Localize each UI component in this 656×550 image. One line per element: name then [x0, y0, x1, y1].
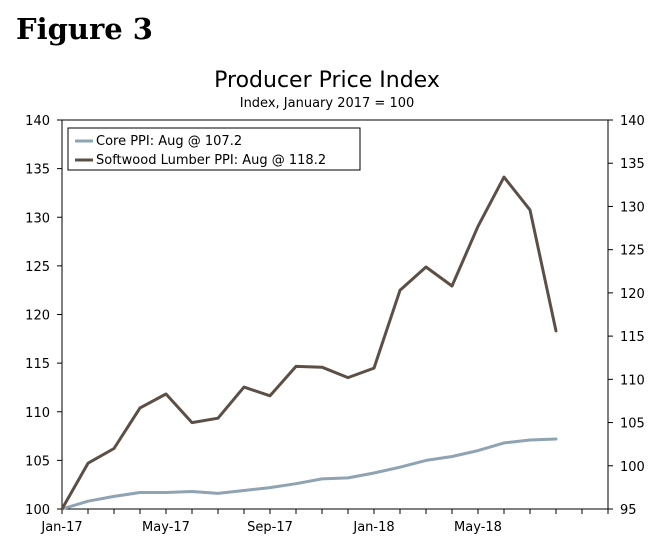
- plot-frame: [61, 119, 609, 510]
- left-tick-label: 130: [25, 211, 50, 226]
- core-ppi-line: [60, 437, 558, 511]
- left-tick-label: 115: [25, 357, 50, 372]
- right-tick-label: 105: [620, 417, 645, 432]
- right-tick-label: 140: [620, 114, 645, 129]
- x-tick-label: May-18: [454, 520, 502, 535]
- x-axis: Jan-17 May-17 Sep-17 Jan-18 May-18: [40, 509, 609, 535]
- left-axis: 100 105 110 115 120 125 130 135 140: [25, 114, 62, 518]
- figure-label: Figure 3: [16, 12, 153, 46]
- right-tick-label: 130: [620, 200, 645, 215]
- left-tick-label: 135: [25, 163, 50, 178]
- left-tick-label: 140: [25, 114, 50, 129]
- legend-box: [67, 127, 361, 171]
- legend: Core PPI: Aug @ 107.2 Softwood Lumber PP…: [67, 127, 361, 171]
- legend-label-core-ppi: Core PPI: Aug @ 107.2: [96, 134, 242, 149]
- legend-label-softwood-lumber-ppi: Softwood Lumber PPI: Aug @ 118.2: [96, 153, 326, 168]
- chart-subtitle: Index, January 2017 = 100: [240, 96, 415, 111]
- series-lines: [60, 175, 558, 511]
- left-tick-label: 120: [25, 309, 50, 324]
- chart-title: Producer Price Index: [214, 68, 440, 93]
- x-tick-label: Sep-17: [247, 520, 293, 535]
- softwood-lumber-ppi-line: [60, 175, 558, 511]
- right-tick-label: 95: [620, 503, 637, 518]
- right-tick-label: 135: [620, 157, 645, 172]
- x-tick-label: May-17: [142, 520, 190, 535]
- right-tick-label: 125: [620, 244, 645, 259]
- right-tick-label: 100: [620, 460, 645, 475]
- right-axis: 95 100 105 110 115 120 125 130 135 140: [608, 114, 645, 518]
- x-tick-label: Jan-18: [352, 520, 394, 535]
- left-tick-label: 100: [25, 503, 50, 518]
- left-tick-label: 125: [25, 260, 50, 275]
- x-tick-label: Jan-17: [40, 520, 82, 535]
- left-tick-label: 105: [25, 454, 50, 469]
- right-tick-label: 120: [620, 287, 645, 302]
- right-tick-label: 110: [620, 373, 645, 388]
- right-tick-label: 115: [620, 330, 645, 345]
- left-tick-label: 110: [25, 406, 50, 421]
